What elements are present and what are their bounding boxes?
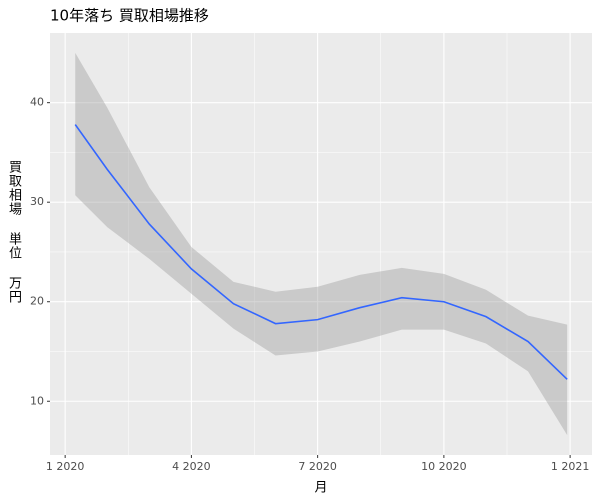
smooth-line (74, 124, 568, 380)
x-tick-label: 7 2020 (298, 460, 337, 473)
panel (50, 33, 592, 455)
y-tick-label: 20 (30, 295, 44, 308)
confidence-band (75, 52, 568, 436)
x-axis-label: 月 (314, 481, 327, 496)
y-tick-label: 40 (30, 96, 44, 109)
y-tick-label: 10 (30, 394, 44, 407)
y-tick-label: 30 (30, 195, 44, 208)
chart-title: 10年落ち 買取相場推移 (50, 7, 209, 25)
x-tick-label: 10 2020 (421, 460, 467, 473)
x-tick-label: 1 2021 (551, 460, 590, 473)
y-axis-label: 買取相場 単位 万円 (6, 160, 21, 304)
x-tick-label: 4 2020 (172, 460, 211, 473)
x-tick-label: 1 2020 (46, 460, 85, 473)
